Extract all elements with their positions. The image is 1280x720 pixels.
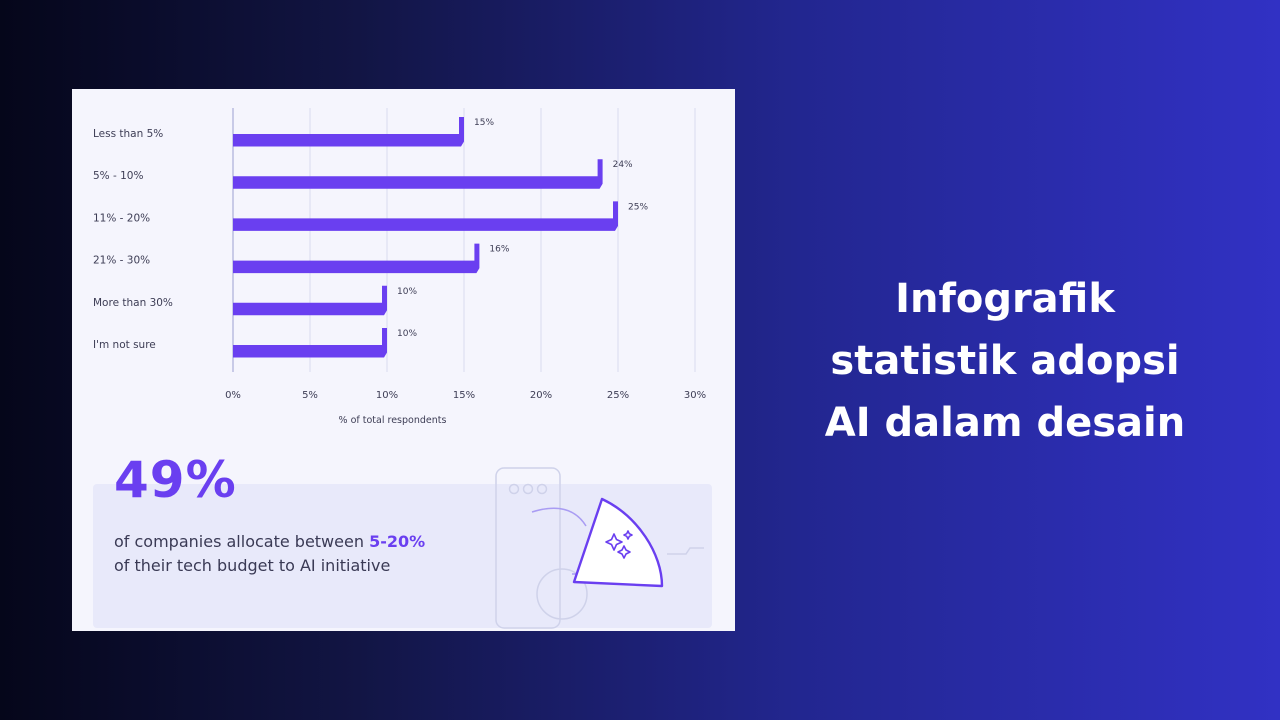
headline-line-1: Infografik — [895, 276, 1115, 322]
category-label: I'm not sure — [93, 339, 156, 351]
bar — [233, 117, 464, 147]
category-label: More than 30% — [93, 297, 173, 309]
infographic-card: 0% 5% 10% 15% 20% 25% 30% Less than 5% 15% 5% - 1… — [72, 89, 735, 631]
x-axis-label: % of total respondents — [339, 415, 447, 426]
bar — [233, 285, 387, 316]
x-tick-label: 30% — [684, 390, 706, 401]
stat-line1-prefix: of companies allocate between — [114, 532, 370, 551]
category-label: 5% - 10% — [93, 170, 143, 182]
x-tick-label: 15% — [453, 390, 475, 401]
x-tick-label: 5% — [302, 390, 318, 401]
value-label: 25% — [628, 202, 648, 212]
value-label: 10% — [397, 287, 417, 297]
bar — [233, 201, 618, 231]
window-dot — [536, 483, 548, 495]
value-label: 10% — [397, 329, 417, 339]
decor-circle — [536, 568, 588, 620]
value-label: 16% — [489, 245, 509, 255]
category-label: 21% - 30% — [93, 255, 150, 267]
sparkles-icon — [605, 530, 633, 559]
x-tick-label: 25% — [607, 390, 629, 401]
ai-wedge-shape — [572, 497, 664, 588]
stat-description: of companies allocate between 5-20% of t… — [114, 530, 494, 578]
window-dot — [508, 483, 520, 495]
stat-value: 49% — [114, 451, 237, 509]
browser-window-outline — [495, 467, 561, 629]
bar — [233, 328, 387, 358]
value-label: 24% — [613, 160, 633, 170]
decor-arc — [531, 507, 587, 527]
headline-line-3: AI dalam desain — [824, 400, 1186, 446]
x-tick-label: 10% — [376, 390, 398, 401]
x-tick-label: 20% — [530, 390, 552, 401]
ai-illustration — [495, 467, 704, 629]
value-label: 15% — [474, 118, 494, 128]
headline: Infografik statistik adopsi AI dalam des… — [790, 268, 1220, 454]
stat-line2: of their tech budget to AI initiative — [114, 556, 391, 575]
headline-line-2: statistik adopsi — [830, 338, 1180, 384]
x-tick-label: 0% — [225, 390, 241, 401]
window-dot — [522, 483, 534, 495]
bar — [233, 243, 480, 274]
stat-highlight: 5-20% — [369, 532, 426, 551]
bar-chart: 0% 5% 10% 15% 20% 25% 30% Less than 5% 15% 5% - 1… — [93, 108, 706, 426]
decor-wire — [667, 547, 704, 555]
category-label: 11% - 20% — [93, 212, 150, 224]
bar — [233, 159, 603, 189]
category-label: Less than 5% — [93, 128, 163, 140]
